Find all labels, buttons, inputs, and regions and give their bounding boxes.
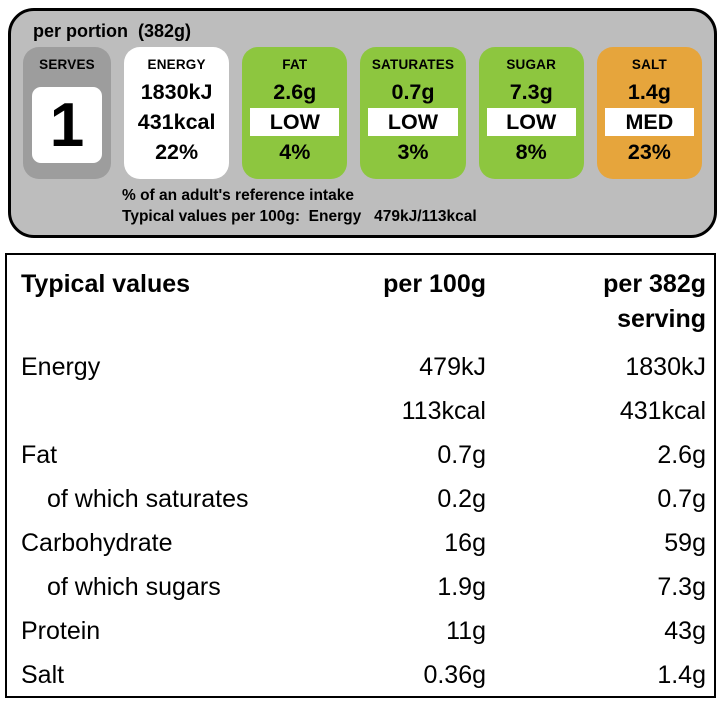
nutrition-table-header: Typical values per 100g per 382g serving: [21, 267, 706, 337]
tile-amount: 2.6g: [273, 80, 317, 104]
table-row: Salt 0.36g 1.4g: [21, 653, 706, 697]
tile-amount: 7.3g: [509, 80, 553, 104]
table-row: of which saturates 0.2g 0.7g: [21, 477, 706, 521]
tile-label: SUGAR: [506, 57, 557, 72]
traffic-light-tiles: SERVES 1 ENERGY 1830kJ 431kcal 22% FAT 2.6g LOW 4…: [23, 47, 703, 179]
table-header-typical-values: Typical values: [21, 270, 191, 298]
tile-sugar: SUGAR 7.3g LOW 8%: [478, 47, 584, 179]
table-header-per-serving: per 382g serving: [603, 270, 706, 333]
typical-values-note: Typical values per 100g: Energy 479kJ/11…: [122, 208, 477, 225]
value-per-100g: 0.36g: [423, 661, 486, 689]
tile-label: FAT: [282, 57, 308, 72]
tile-saturates: SATURATES 0.7g LOW 3%: [360, 47, 466, 179]
tile-salt: SALT 1.4g MED 23%: [596, 47, 703, 179]
nutrient-label: Carbohydrate: [21, 529, 173, 557]
tile-percent: 3%: [397, 140, 429, 164]
table-row: of which sugars 1.9g 7.3g: [21, 565, 706, 609]
value-per-100g: 16g: [444, 529, 486, 557]
tile-amount: 1.4g: [627, 80, 671, 104]
nutrient-label: of which saturates: [47, 485, 249, 513]
nutrient-label: Protein: [21, 617, 101, 645]
level-badge: MED: [604, 108, 695, 136]
serves-count: 1: [32, 87, 102, 163]
tile-amount: 0.7g: [391, 80, 435, 104]
value-per-serving: 2.6g: [657, 441, 706, 469]
panel-footnotes: % of an adult's reference intake Typical…: [23, 185, 702, 227]
tile-serves: SERVES 1: [23, 47, 111, 179]
value-per-100g: 0.2g: [437, 485, 486, 513]
value-per-100g: 113kcal: [401, 397, 486, 425]
nutrition-table-rows: Energy 479kJ 1830kJ 113kcal 431kcal Fat 0.7g 2.…: [21, 345, 706, 697]
table-row: Protein 11g 43g: [21, 609, 706, 653]
table-row: 113kcal 431kcal: [21, 389, 706, 433]
nutrition-table: Typical values per 100g per 382g serving…: [5, 253, 716, 698]
per-portion-panel: per portion (382g) SERVES 1 ENERGY 1830kJ 43…: [8, 8, 717, 238]
tile-energy: ENERGY 1830kJ 431kcal 22%: [124, 47, 230, 179]
energy-value: 431kcal: [137, 110, 216, 134]
tile-fat: FAT 2.6g LOW 4%: [242, 47, 348, 179]
value-per-serving: 431kcal: [619, 397, 706, 425]
table-row: Carbohydrate 16g 59g: [21, 521, 706, 565]
nutrient-label: Energy: [21, 353, 101, 381]
per-portion-header: per portion (382g): [33, 21, 192, 41]
value-per-100g: 11g: [446, 617, 486, 645]
table-row: Fat 0.7g 2.6g: [21, 433, 706, 477]
value-per-serving: 43g: [664, 617, 706, 645]
value-per-100g: 479kJ: [419, 353, 486, 381]
level-badge: LOW: [250, 108, 340, 136]
tile-label: SALT: [631, 57, 667, 72]
tile-percent: 8%: [515, 140, 547, 164]
value-per-100g: 0.7g: [437, 441, 486, 469]
nutrient-label: [21, 389, 296, 433]
tile-label: SERVES: [39, 57, 95, 72]
level-badge: LOW: [486, 108, 576, 136]
nutrient-label: of which sugars: [47, 573, 221, 601]
value-per-serving: 0.7g: [657, 485, 706, 513]
energy-value: 22%: [155, 140, 199, 164]
tile-label: SATURATES: [371, 57, 455, 72]
table-row: Energy 479kJ 1830kJ: [21, 345, 706, 389]
value-per-serving: 59g: [664, 529, 706, 557]
nutrient-label: Salt: [21, 661, 65, 689]
tile-percent: 4%: [279, 140, 311, 164]
table-header-per-100g: per 100g: [383, 270, 486, 298]
value-per-serving: 1830kJ: [625, 353, 706, 381]
nutrient-label: Fat: [21, 441, 58, 469]
value-per-serving: 7.3g: [657, 573, 706, 601]
energy-value: 1830kJ: [140, 80, 213, 104]
reference-intake-note: % of an adult's reference intake: [122, 187, 354, 204]
tile-percent: 23%: [627, 140, 671, 164]
value-per-100g: 1.9g: [437, 573, 486, 601]
level-badge: LOW: [368, 108, 458, 136]
value-per-serving: 1.4g: [657, 661, 706, 689]
tile-label: ENERGY: [147, 57, 206, 72]
